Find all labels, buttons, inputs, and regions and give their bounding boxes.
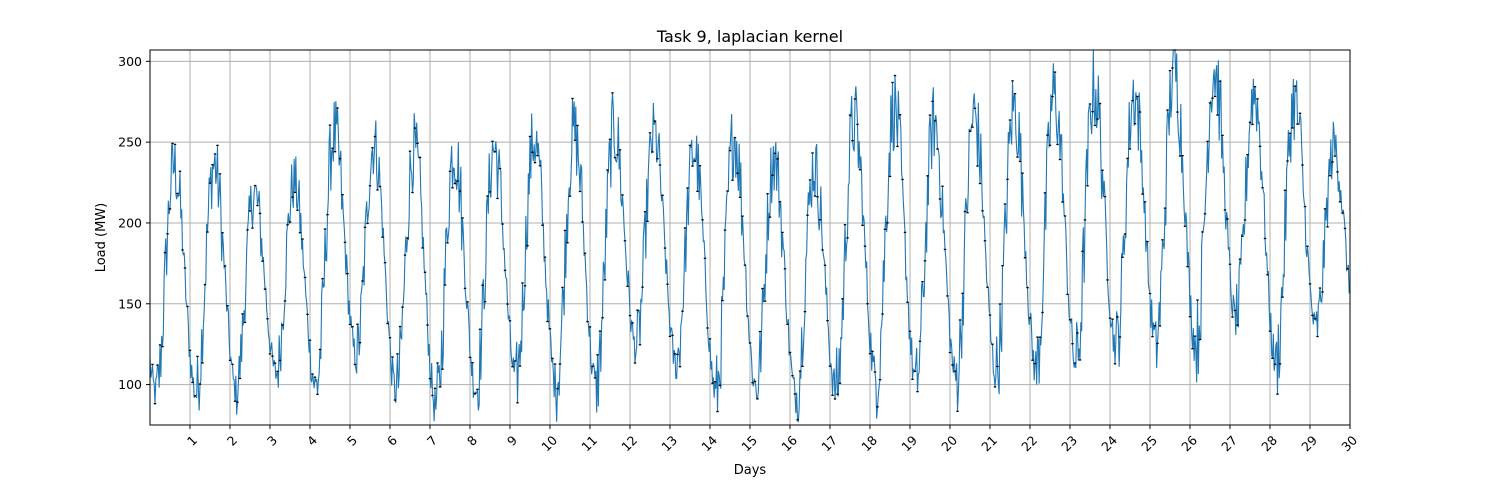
- x-tick-label: 18: [858, 432, 880, 454]
- y-axis-ticks: 100 150 200 250 300: [118, 54, 150, 392]
- x-tick-label: 13: [658, 432, 680, 454]
- x-tick-label: 9: [504, 432, 520, 448]
- x-tick-label: 21: [978, 432, 1000, 454]
- x-tick-label: 16: [778, 432, 800, 454]
- x-tick-label: 20: [938, 432, 960, 454]
- series-layer: [149, 49, 1350, 423]
- x-tick-label: 30: [1338, 432, 1360, 454]
- x-tick-label: 5: [344, 432, 360, 448]
- x-axis-label: Days: [734, 463, 767, 478]
- y-tick-label: 300: [118, 54, 142, 69]
- chart-title: Task 9, laplacian kernel: [656, 27, 843, 46]
- x-tick-label: 3: [264, 432, 280, 448]
- y-tick-label: 100: [118, 377, 142, 392]
- x-tick-label: 8: [464, 432, 480, 448]
- x-axis-ticks: 1 2 3 4 5 6 7 8 9 10 11 12 13 14 15 16 17 18 19 20 21 22 23 24 2…: [184, 425, 1360, 454]
- y-tick-label: 250: [118, 135, 142, 150]
- x-tick-label: 1: [184, 432, 200, 448]
- y-axis-label: Load (MW): [94, 203, 109, 273]
- x-tick-label: 25: [1138, 432, 1160, 454]
- x-tick-label: 6: [384, 432, 400, 448]
- x-tick-label: 10: [538, 432, 560, 454]
- x-tick-label: 4: [304, 432, 320, 448]
- load-series-line: [149, 49, 1350, 423]
- x-tick-label: 29: [1298, 432, 1320, 454]
- x-tick-label: 7: [424, 432, 440, 448]
- x-tick-label: 12: [618, 432, 640, 454]
- grid: [150, 50, 1351, 425]
- x-tick-label: 24: [1098, 432, 1120, 454]
- x-tick-label: 17: [818, 432, 840, 454]
- marker-layer: [151, 49, 1349, 421]
- x-tick-label: 26: [1178, 432, 1200, 454]
- y-tick-label: 150: [118, 296, 142, 311]
- x-tick-label: 22: [1018, 432, 1040, 454]
- x-tick-label: 11: [578, 432, 600, 454]
- x-tick-label: 23: [1058, 432, 1080, 454]
- x-tick-label: 15: [738, 432, 760, 454]
- x-tick-label: 14: [698, 432, 720, 454]
- x-tick-label: 27: [1218, 432, 1240, 454]
- x-tick-label: 19: [898, 432, 920, 454]
- x-tick-label: 28: [1258, 432, 1280, 454]
- x-tick-label: 2: [224, 432, 240, 448]
- y-tick-label: 200: [118, 215, 142, 230]
